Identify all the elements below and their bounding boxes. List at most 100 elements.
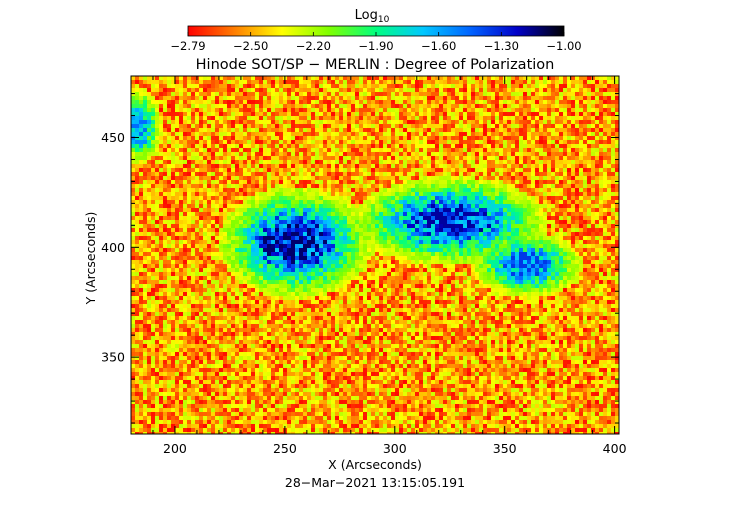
heatmap-cell [227, 136, 232, 141]
heatmap-cell [595, 208, 600, 213]
heatmap-cell [463, 236, 468, 241]
heatmap-cell [151, 176, 156, 181]
heatmap-cell [531, 92, 536, 97]
heatmap-cell [467, 216, 472, 221]
heatmap-cell [499, 180, 504, 185]
heatmap-cell [231, 236, 236, 241]
heatmap-cell [387, 84, 392, 89]
heatmap-cell [423, 116, 428, 121]
heatmap-cell [447, 76, 452, 81]
heatmap-cell [419, 96, 424, 101]
heatmap-cell [615, 172, 619, 177]
heatmap-cell [451, 184, 456, 189]
heatmap-cell [579, 96, 584, 101]
heatmap-cell [535, 192, 540, 197]
heatmap-cell [447, 236, 452, 241]
heatmap-cell [199, 168, 204, 173]
heatmap-cell [319, 140, 324, 145]
heatmap-cell [219, 112, 224, 117]
heatmap-cell [503, 212, 508, 217]
heatmap-cell [239, 88, 244, 93]
heatmap-cell [347, 160, 352, 165]
heatmap-cell [351, 100, 356, 105]
heatmap-cell [607, 232, 612, 237]
heatmap-cell [599, 88, 604, 93]
heatmap-cell [179, 116, 184, 121]
heatmap-cell [347, 172, 352, 177]
heatmap-cell [215, 92, 220, 97]
heatmap-cell [243, 84, 248, 89]
heatmap-cell [499, 76, 504, 81]
heatmap-cell [275, 212, 280, 217]
heatmap-cell [255, 204, 260, 209]
heatmap-cell [455, 116, 460, 121]
heatmap-cell [531, 144, 536, 149]
heatmap-cell [135, 204, 140, 209]
heatmap-cell [563, 124, 568, 129]
heatmap-cell [599, 144, 604, 149]
heatmap-cell [463, 116, 468, 121]
heatmap-cell [491, 160, 496, 165]
heatmap-cell [319, 104, 324, 109]
heatmap-cell [243, 156, 248, 161]
heatmap-cell [187, 156, 192, 161]
heatmap-cell [207, 96, 212, 101]
heatmap-cell [475, 148, 480, 153]
heatmap-cell [427, 152, 432, 157]
heatmap-cell [435, 180, 440, 185]
heatmap-cell [447, 220, 452, 225]
heatmap-cell [583, 132, 588, 137]
heatmap-cell [575, 192, 580, 197]
heatmap-cell [579, 88, 584, 93]
heatmap-cell [167, 88, 172, 93]
heatmap-cell [315, 192, 320, 197]
heatmap-cell [455, 104, 460, 109]
heatmap-cell [399, 88, 404, 93]
heatmap-cell [235, 216, 240, 221]
heatmap-cell [287, 176, 292, 181]
heatmap-cell [511, 80, 516, 85]
heatmap-cell [567, 224, 572, 229]
heatmap-cell [379, 196, 384, 201]
heatmap-cell [327, 80, 332, 85]
heatmap-cell [543, 204, 548, 209]
heatmap-cell [147, 120, 152, 125]
heatmap-cell [407, 120, 412, 125]
heatmap-cell [335, 188, 340, 193]
heatmap-cell [563, 184, 568, 189]
heatmap-cell [559, 152, 564, 157]
heatmap-cell [323, 208, 328, 213]
heatmap-cell [339, 188, 344, 193]
heatmap-cell [219, 104, 224, 109]
heatmap-cell [499, 164, 504, 169]
heatmap-cell [347, 140, 352, 145]
heatmap-cell [555, 156, 560, 161]
heatmap-cell [427, 184, 432, 189]
heatmap-cell [395, 236, 400, 241]
heatmap-cell [131, 196, 136, 201]
heatmap-cell [331, 132, 336, 137]
heatmap-cell [395, 160, 400, 165]
heatmap-cell [227, 124, 232, 129]
heatmap-cell [247, 216, 252, 221]
heatmap-cell [267, 96, 272, 101]
heatmap-cell [419, 132, 424, 137]
heatmap-cell [135, 96, 140, 101]
heatmap-cell [199, 164, 204, 169]
heatmap-cell [571, 100, 576, 105]
heatmap-cell [267, 192, 272, 197]
heatmap-cell [443, 116, 448, 121]
heatmap-cell [547, 124, 552, 129]
heatmap-cell [247, 208, 252, 213]
heatmap-cell [515, 116, 520, 121]
heatmap-cell [203, 140, 208, 145]
heatmap-cell [383, 140, 388, 145]
heatmap-cell [611, 136, 616, 141]
heatmap-cell [323, 116, 328, 121]
heatmap-cell [519, 204, 524, 209]
heatmap-cell [499, 228, 504, 233]
heatmap-cell [327, 148, 332, 153]
heatmap-cell [379, 180, 384, 185]
heatmap-cell [583, 228, 588, 233]
heatmap-cell [495, 160, 500, 165]
